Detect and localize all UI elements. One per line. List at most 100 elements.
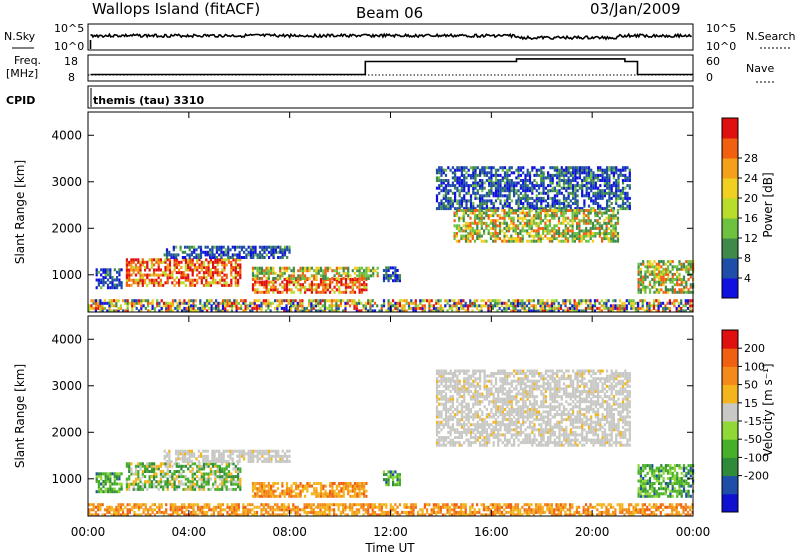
echo-cell (272, 288, 275, 292)
echo-cell (387, 475, 390, 479)
echo-cell (319, 278, 323, 281)
echo-cell (253, 513, 256, 517)
echo-cell (140, 309, 143, 313)
echo-cell (382, 274, 386, 278)
echo-cell (590, 189, 593, 193)
echo-cell (262, 513, 265, 517)
echo-cell (356, 274, 359, 278)
echo-cell (469, 239, 472, 243)
echo-cell (329, 494, 332, 498)
echo-cell (653, 267, 656, 271)
echo-cell (109, 268, 112, 272)
echo-cell (104, 490, 107, 494)
echo-cell (476, 204, 479, 208)
echo-cell (362, 304, 365, 308)
echo-cell (603, 211, 606, 215)
echo-cell (648, 304, 651, 308)
echo-cell (186, 457, 189, 461)
echo-cell (549, 166, 552, 170)
echo-cell (216, 475, 219, 479)
echo-cell (479, 171, 482, 175)
echo-cell (281, 449, 284, 453)
echo-cell (533, 173, 536, 177)
echo-cell (460, 229, 463, 233)
echo-cell (213, 449, 216, 453)
echo-cell (439, 306, 442, 310)
echo-cell (469, 232, 472, 235)
echo-cell (575, 309, 578, 313)
echo-cell (271, 508, 274, 512)
echo-cell (274, 452, 277, 456)
echo-cell (310, 274, 313, 278)
echo-cell (542, 166, 545, 170)
echo-cell (584, 299, 588, 303)
echo-cell (210, 299, 213, 303)
echo-cell (513, 184, 516, 188)
echo-cell (240, 306, 243, 310)
echo-cell (567, 191, 570, 195)
echo-cell (476, 232, 479, 235)
echo-cell (239, 480, 242, 484)
echo-cell (285, 266, 289, 270)
echo-cell (190, 245, 193, 249)
echo-cell (483, 211, 486, 215)
echo-cell (499, 186, 502, 190)
echo-cell (165, 250, 169, 254)
echo-cell (542, 219, 545, 223)
echo-cell (467, 186, 470, 190)
echo-cell (270, 266, 273, 270)
echo-cell (134, 281, 138, 285)
echo-cell (157, 467, 160, 471)
echo-cell (260, 482, 264, 485)
echo-cell (279, 256, 282, 259)
echo-cell (517, 176, 520, 180)
echo-cell (532, 304, 535, 308)
echo-cell (623, 309, 626, 313)
echo-cell (556, 202, 559, 205)
echo-cell (162, 462, 165, 466)
echo-cell (184, 487, 187, 491)
echo-cell (648, 309, 651, 313)
echo-cell (396, 480, 399, 484)
echo-cell (132, 278, 135, 282)
echo-cell (553, 232, 556, 235)
echo-cell (531, 196, 534, 200)
echo-cell (492, 239, 495, 243)
echo-cell (283, 245, 287, 249)
echo-cell (483, 171, 486, 175)
echo-cell (506, 202, 509, 205)
echo-cell (608, 173, 611, 177)
echo-cell (392, 279, 395, 283)
echo-cell (258, 304, 261, 308)
echo-cell (215, 248, 218, 252)
echo-cell (169, 513, 172, 517)
echo-cell (657, 304, 660, 308)
echo-cell (610, 219, 613, 223)
echo-cell (315, 482, 318, 485)
echo-cell (503, 209, 506, 212)
echo-cell (447, 191, 450, 195)
echo-cell (526, 232, 529, 235)
echo-cell (497, 194, 500, 198)
echo-cell (601, 194, 604, 198)
echo-cell (263, 449, 266, 453)
echo-cell (317, 304, 320, 308)
echo-cell (442, 204, 445, 208)
echo-cell (494, 226, 497, 230)
echo-cell (414, 306, 417, 310)
echo-cell (616, 211, 620, 215)
echo-cell (202, 449, 205, 453)
echo-cell (337, 309, 340, 313)
echo-cell (585, 214, 588, 218)
echo-cell (263, 274, 266, 278)
echo-cell (148, 278, 151, 282)
echo-cell (214, 475, 217, 479)
echo-cell (290, 269, 293, 273)
echo-cell (458, 181, 461, 185)
echo-cell (285, 482, 289, 485)
echo-cell (519, 211, 522, 215)
echo-cell (556, 171, 559, 175)
echo-cell (251, 494, 255, 498)
echo-cell (519, 229, 522, 233)
echo-cell (268, 460, 271, 463)
